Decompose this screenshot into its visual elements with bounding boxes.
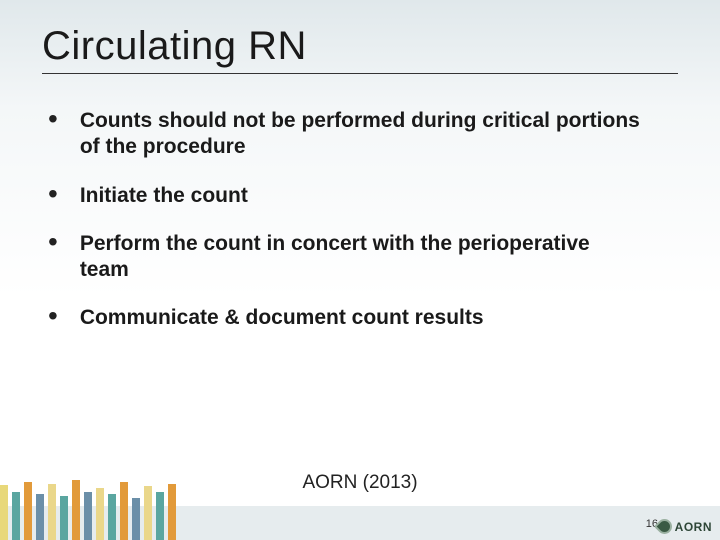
- stripe: [12, 492, 20, 540]
- slide-title: Circulating RN: [42, 24, 678, 74]
- stripe: [156, 492, 164, 540]
- stripe: [48, 484, 56, 540]
- list-item: • Communicate & document count results: [48, 305, 678, 331]
- bullet-icon: •: [48, 231, 58, 253]
- bullet-icon: •: [48, 108, 58, 130]
- stripe: [168, 484, 176, 540]
- stripe: [0, 485, 8, 540]
- bullet-list: • Counts should not be performed during …: [42, 108, 678, 332]
- bullet-icon: •: [48, 183, 58, 205]
- bullet-text: Counts should not be performed during cr…: [80, 108, 640, 161]
- stripe: [60, 496, 68, 540]
- slide: Circulating RN • Counts should not be pe…: [0, 0, 720, 540]
- stripe: [84, 492, 92, 540]
- bullet-text: Communicate & document count results: [80, 305, 484, 331]
- list-item: • Counts should not be performed during …: [48, 108, 678, 161]
- stripe: [24, 482, 32, 540]
- bullet-text: Initiate the count: [80, 183, 248, 209]
- stripe: [36, 494, 44, 540]
- decorative-stripes: [0, 480, 190, 540]
- stripe: [120, 482, 128, 540]
- bullet-text: Perform the count in concert with the pe…: [80, 231, 640, 284]
- list-item: • Perform the count in concert with the …: [48, 231, 678, 284]
- logo-text: AORN: [675, 520, 712, 534]
- stripe: [144, 486, 152, 540]
- stripe: [132, 498, 140, 540]
- stripe: [72, 480, 80, 540]
- logo-icon: [654, 516, 675, 537]
- stripe: [96, 488, 104, 540]
- list-item: • Initiate the count: [48, 183, 678, 209]
- aorn-logo: AORN: [657, 519, 712, 534]
- bullet-icon: •: [48, 305, 58, 327]
- stripe: [108, 494, 116, 540]
